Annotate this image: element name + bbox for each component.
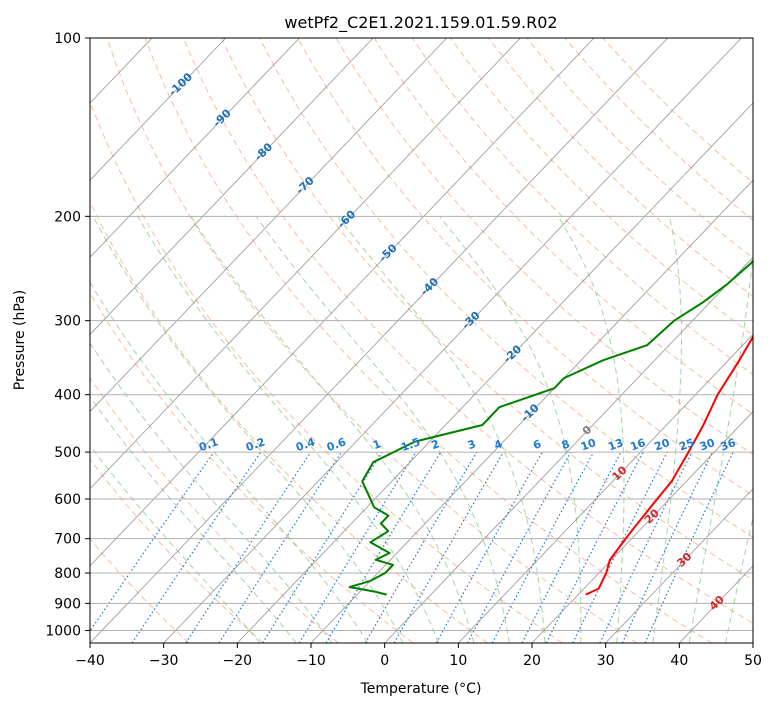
y-tick-label: 600 — [54, 492, 81, 508]
mixing-ratio-line — [572, 451, 668, 643]
mixing-ratio-label: 2 — [430, 437, 442, 452]
dry-adiabat — [411, 38, 753, 376]
plot-lines — [90, 38, 753, 643]
isotherm — [531, 410, 753, 643]
isotherm — [90, 38, 521, 490]
isotherm — [90, 38, 669, 643]
dewpoint-profile — [348, 259, 753, 596]
x-tick-label: −20 — [223, 653, 253, 669]
mixing-ratio-line — [218, 451, 343, 643]
dry-adiabat — [373, 38, 753, 415]
x-tick-label: −40 — [75, 653, 105, 669]
x-tick-label: 40 — [670, 653, 688, 669]
mixing-ratio-label: 10 — [579, 436, 598, 454]
isotherm — [163, 38, 742, 643]
y-tick-label: 400 — [54, 388, 81, 404]
mixing-ratio-label: 3 — [466, 437, 478, 452]
moist-adiabat — [92, 216, 404, 643]
mixing-ratio-label: 1.5 — [399, 435, 422, 454]
dry-adiabat — [144, 38, 712, 643]
y-tick-label: 300 — [54, 314, 81, 330]
dry-adiabat — [335, 38, 753, 456]
isotherm — [605, 488, 753, 643]
mixing-ratio-label: 0.2 — [244, 435, 267, 454]
mixing-ratio-label: 4 — [492, 437, 504, 452]
isotherm — [90, 38, 227, 181]
mixing-ratio-label: 30 — [698, 436, 717, 454]
mixing-ratio-label: 36 — [719, 436, 738, 454]
mixing-ratio-label: 8 — [560, 437, 572, 452]
x-tick-label: 10 — [449, 653, 467, 669]
y-tick-label: 500 — [54, 445, 81, 461]
chart-title: wetPf2_C2E1.2021.159.01.59.R02 — [284, 13, 557, 33]
moist-adiabat — [90, 342, 333, 643]
axes: −40 −30 −20 −10 0 10 20 30 40 5010020030040050060… — [45, 31, 762, 669]
y-tick-label: 1000 — [45, 623, 81, 639]
moist-adiabat — [137, 216, 439, 643]
dry-adiabat — [90, 201, 488, 643]
y-tick-label: 800 — [54, 566, 81, 582]
mixing-ratio-line — [185, 451, 312, 643]
mixing-ratio-label: 25 — [677, 436, 696, 453]
plot-background — [90, 38, 753, 643]
isotherm — [458, 333, 753, 643]
y-tick-label: 200 — [54, 209, 81, 225]
isotherm — [90, 38, 595, 567]
mixing-ratio-line — [131, 451, 262, 643]
moist-adiabat — [652, 216, 682, 643]
isotherm — [90, 38, 300, 258]
y-tick-label: 100 — [54, 31, 81, 47]
x-tick-label: −30 — [149, 653, 179, 669]
dry-adiabat — [449, 38, 753, 336]
dry-adiabat — [297, 38, 753, 497]
moist-adiabat — [439, 215, 582, 643]
mixing-ratio-label: 16 — [628, 436, 647, 454]
moist-adiabat — [557, 216, 625, 643]
plot-frame — [89, 37, 754, 644]
dry-adiabat — [220, 38, 753, 581]
mixing-ratio-label: 0.1 — [197, 435, 220, 454]
mixing-ratio-line — [466, 451, 572, 643]
isotherm — [384, 256, 753, 643]
x-axis-title: Temperature (°C) — [360, 681, 482, 697]
isotherm — [90, 38, 448, 413]
dry-adiabat — [90, 458, 264, 643]
x-tick-label: −10 — [296, 653, 326, 669]
mixing-ratio-line — [435, 451, 543, 643]
mixing-ratio-label: 6 — [531, 437, 543, 452]
isotherm — [90, 38, 374, 336]
dry-adiabat — [106, 38, 638, 643]
mixing-ratio-label: 20 — [653, 436, 672, 454]
moist-adiabat — [190, 216, 475, 643]
mixing-ratio-line — [298, 451, 417, 643]
dry-adiabat — [488, 38, 753, 298]
mixing-ratio-label: 0.4 — [294, 435, 317, 454]
x-tick-label: 0 — [380, 653, 389, 669]
isotherm — [237, 102, 753, 643]
mixing-ratio-label: 13 — [606, 436, 625, 453]
isotherm — [310, 179, 753, 643]
y-tick-label: 900 — [54, 596, 81, 612]
mixing-ratio-label: 1 — [371, 437, 383, 452]
x-tick-label: 20 — [523, 653, 541, 669]
y-tick-label: 700 — [54, 532, 81, 548]
mixing-ratio-line — [545, 451, 644, 643]
moist-adiabat — [337, 215, 546, 643]
y-axis-title: Pressure (hPa) — [12, 290, 28, 390]
dry-adiabat — [90, 100, 563, 643]
moist-adiabat — [90, 281, 369, 643]
mixing-ratio-line — [90, 451, 215, 633]
dry-adiabat — [182, 38, 753, 624]
x-tick-label: 50 — [744, 653, 762, 669]
temperature-profile — [585, 334, 753, 596]
mixing-ratio-label: 0.6 — [325, 435, 348, 454]
x-tick-label: 30 — [597, 653, 615, 669]
moist-adiabat — [688, 251, 753, 643]
